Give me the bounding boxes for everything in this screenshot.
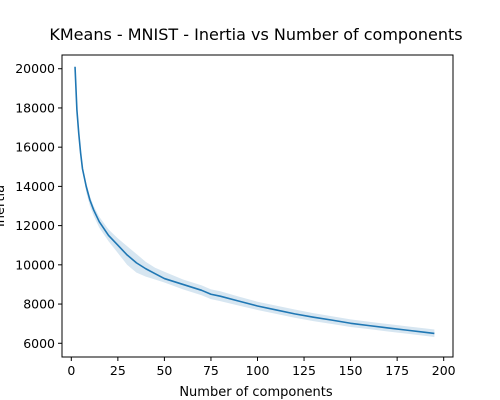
plot-area xyxy=(74,66,435,338)
x-axis: 0 25 50 75 100 125 150 175 200 xyxy=(67,357,456,378)
y-tick-label: 14000 xyxy=(15,179,55,194)
y-tick-label: 6000 xyxy=(23,336,55,351)
y-tick-label: 10000 xyxy=(15,257,55,272)
x-tick-label: 75 xyxy=(203,363,219,378)
chart-title: KMeans - MNIST - Inertia vs Number of co… xyxy=(49,25,462,44)
x-tick-label: 150 xyxy=(339,363,363,378)
x-tick-label: 50 xyxy=(156,363,172,378)
x-tick-label: 175 xyxy=(385,363,409,378)
y-tick-label: 12000 xyxy=(15,218,55,233)
y-tick-label: 18000 xyxy=(15,100,55,115)
y-axis: 6000 8000 10000 12000 14000 16000 18000 20000 xyxy=(15,61,62,351)
confidence-band xyxy=(75,66,435,338)
y-tick-label: 20000 xyxy=(15,61,55,76)
y-tick-label: 8000 xyxy=(23,297,55,312)
x-tick-label: 125 xyxy=(292,363,316,378)
plot-frame xyxy=(61,54,454,358)
x-tick-label: 100 xyxy=(246,363,270,378)
x-tick-label: 0 xyxy=(67,363,75,378)
x-axis-label: Number of components xyxy=(179,385,333,400)
series-line xyxy=(74,66,435,335)
y-axis-label: Inertia xyxy=(0,185,8,227)
x-tick-label: 200 xyxy=(432,363,456,378)
x-tick-label: 25 xyxy=(110,363,126,378)
y-tick-label: 16000 xyxy=(15,140,55,155)
